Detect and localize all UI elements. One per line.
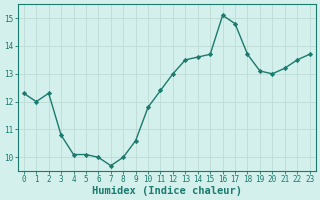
X-axis label: Humidex (Indice chaleur): Humidex (Indice chaleur) — [92, 186, 242, 196]
